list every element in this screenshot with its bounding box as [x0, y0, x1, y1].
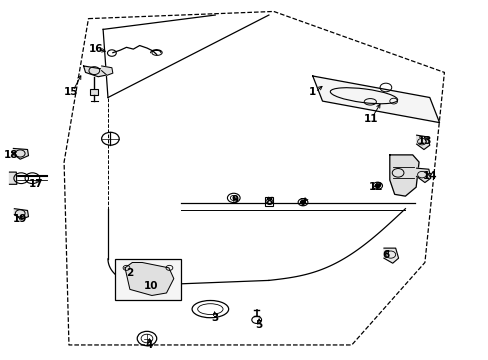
Polygon shape	[389, 155, 418, 196]
Text: 13: 13	[417, 136, 431, 145]
Text: 6: 6	[382, 250, 389, 260]
Polygon shape	[125, 262, 173, 296]
Polygon shape	[102, 66, 113, 75]
Circle shape	[300, 201, 305, 204]
Text: 11: 11	[363, 114, 378, 124]
Text: 9: 9	[231, 195, 238, 205]
Text: 15: 15	[64, 87, 79, 97]
Text: 3: 3	[211, 313, 219, 323]
Polygon shape	[416, 135, 429, 149]
Bar	[115, 259, 181, 300]
Bar	[265, 197, 273, 206]
Text: 10: 10	[143, 281, 158, 291]
Text: 2: 2	[126, 268, 133, 278]
Text: 17: 17	[28, 179, 43, 189]
Text: 16: 16	[88, 44, 103, 54]
Text: 4: 4	[145, 340, 153, 350]
Text: 8: 8	[264, 197, 272, 207]
Text: 14: 14	[422, 171, 436, 181]
Text: 19: 19	[13, 215, 27, 224]
Polygon shape	[13, 148, 28, 159]
Polygon shape	[83, 66, 107, 77]
Text: 12: 12	[368, 182, 383, 192]
Bar	[90, 89, 98, 95]
Text: 7: 7	[299, 198, 306, 208]
Text: 1: 1	[308, 87, 316, 97]
Text: 18: 18	[4, 150, 19, 160]
Circle shape	[374, 184, 379, 188]
Polygon shape	[416, 168, 430, 183]
Polygon shape	[9, 172, 17, 184]
Polygon shape	[312, 76, 439, 123]
Polygon shape	[383, 248, 398, 263]
Text: 5: 5	[255, 320, 262, 330]
Polygon shape	[14, 209, 28, 220]
